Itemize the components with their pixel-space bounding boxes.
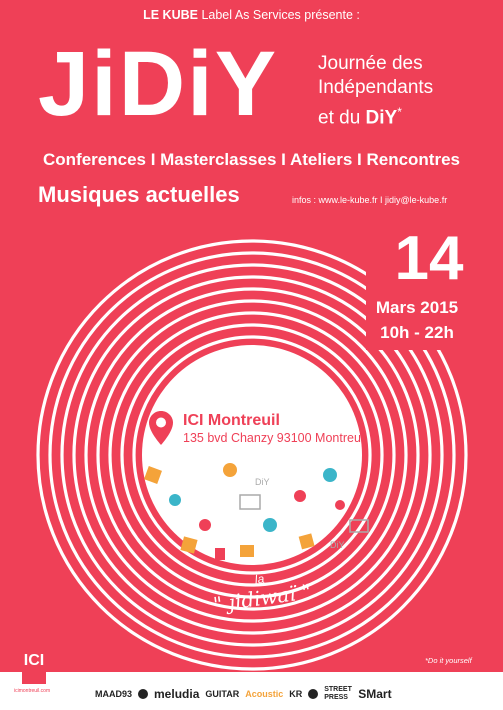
sponsor-round-icon [138, 689, 148, 699]
map-pin-icon [148, 410, 174, 446]
poster-background: DiY DiY LE KUBE Label As Services présen… [0, 0, 503, 672]
ici-url: icimontreuil.com [14, 688, 50, 694]
tagline-diy: DiY [366, 107, 398, 128]
sponsor-logo: SMart [358, 687, 391, 701]
event-day: 14 [374, 228, 484, 290]
tagline-line-3: et du DiY* [318, 100, 433, 130]
sponsor-logo: meludia [154, 687, 199, 701]
sponsor-logo: Acoustic [245, 689, 283, 699]
tagline-line-1: Journée des [318, 52, 433, 76]
presenter-text: Label As Services présente : [201, 8, 359, 22]
event-tagline: Journée des Indépendants et du DiY* [318, 52, 433, 130]
event-month: Mars 2015 [362, 298, 472, 318]
sponsor-logo: MAAD93 [95, 689, 132, 699]
event-hours: 10h - 22h [362, 323, 472, 343]
genre-title: Musiques actuelles [38, 182, 240, 208]
tagline-star: * [397, 105, 402, 119]
presenter-brand: LE KUBE [143, 8, 198, 22]
activities-line: Conferences I Masterclasses I Ateliers I… [0, 150, 503, 170]
sponsor-logo: STREET PRESS [324, 686, 352, 702]
contact-infos: infos : www.le-kube.fr I jidiy@le-kube.f… [292, 195, 447, 205]
presenter-line: LE KUBE Label As Services présente : [0, 8, 503, 22]
tagline-line-2: Indépendants [318, 76, 433, 100]
ici-logo: ICI [22, 638, 46, 684]
event-logo: JiDiY [38, 38, 278, 130]
sponsor-logo: KR [289, 689, 302, 699]
sponsor-logo: GUITAR [205, 689, 239, 699]
sponsor-round-icon [308, 689, 318, 699]
tagline-prefix: et du [318, 107, 366, 128]
venue-name: ICI Montreuil [183, 412, 280, 430]
footnote: *Do it yourself [425, 656, 472, 665]
venue-address: 135 bvd Chanzy 93100 Montreuil [183, 431, 366, 445]
svg-text:DiY: DiY [330, 540, 345, 550]
svg-text:DiY: DiY [255, 477, 270, 487]
sponsor-bar: MAAD93 meludia GUITAR Acoustic KR STREET… [95, 683, 495, 705]
